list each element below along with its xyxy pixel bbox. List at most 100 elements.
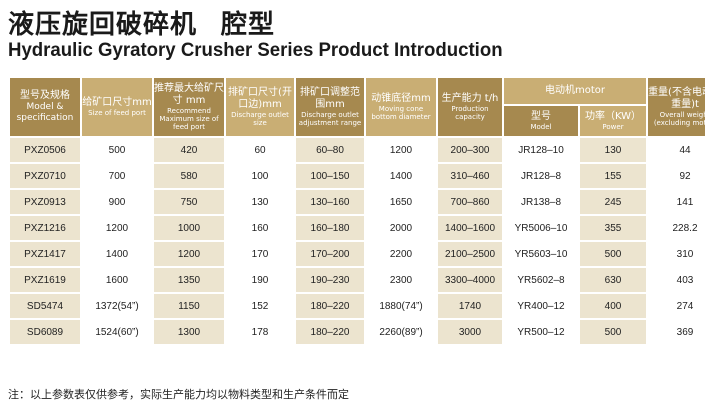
header-motor-power: 功率（KW） Power (580, 106, 647, 136)
cell-discharge-range: 190–230 (296, 268, 364, 292)
table-row: SD6089 1524(60”) 1300 178 180–220 2260(89”) 30… (10, 320, 705, 344)
cell-motor-model: YR5006–10 (504, 216, 578, 240)
cell-max-feed: 1200 (154, 242, 224, 266)
title-cn-main: 液压旋回破碎机 (8, 10, 198, 40)
cell-discharge: 60 (226, 138, 294, 162)
header-weight: 重量(不含电动机重量)t Overall weight (excluding m… (648, 78, 705, 136)
cell-max-feed: 420 (154, 138, 224, 162)
cell-capacity: 3300–4000 (438, 268, 502, 292)
cell-motor-model: JR128–10 (504, 138, 578, 162)
cell-motor-power: 245 (580, 190, 647, 214)
cell-capacity: 1740 (438, 294, 502, 318)
header-motor: 电动机motor (504, 78, 647, 104)
cell-cone-diameter: 2300 (366, 268, 436, 292)
cell-discharge-range: 60–80 (296, 138, 364, 162)
cell-model: PXZ1619 (10, 268, 80, 292)
header-cone-diameter: 动锥底径mm Moving cone bottom diameter (366, 78, 436, 136)
cell-motor-model: YR5602–8 (504, 268, 578, 292)
cell-motor-model: YR500–12 (504, 320, 578, 344)
cell-model: PXZ0506 (10, 138, 80, 162)
cell-discharge-range: 180–220 (296, 320, 364, 344)
cell-max-feed: 1350 (154, 268, 224, 292)
cell-discharge: 100 (226, 164, 294, 188)
cell-motor-power: 130 (580, 138, 647, 162)
cell-motor-model: JR138–8 (504, 190, 578, 214)
cell-discharge-range: 130–160 (296, 190, 364, 214)
table-row: PXZ0506 500 420 60 60–80 1200 200–300 JR128–10 1… (10, 138, 705, 162)
cell-cone-diameter: 1880(74”) (366, 294, 436, 318)
cell-discharge: 190 (226, 268, 294, 292)
cell-cone-diameter: 1650 (366, 190, 436, 214)
cell-discharge-range: 180–220 (296, 294, 364, 318)
cell-capacity: 2100–2500 (438, 242, 502, 266)
cell-discharge: 170 (226, 242, 294, 266)
header-max-feed: 推荐最大给矿尺寸 mm Recommend Maximum size of fe… (154, 78, 224, 136)
cell-feed-port: 1200 (82, 216, 152, 240)
cell-capacity: 200–300 (438, 138, 502, 162)
header-feed-port: 给矿口尺寸mm Size of feed port (82, 78, 152, 136)
cell-weight: 228.2 (648, 216, 705, 240)
cell-weight: 92 (648, 164, 705, 188)
cell-weight: 403 (648, 268, 705, 292)
cell-model: PXZ1216 (10, 216, 80, 240)
header-capacity: 生产能力 t/h Production capacity (438, 78, 502, 136)
cell-model: SD6089 (10, 320, 80, 344)
cell-capacity: 310–460 (438, 164, 502, 188)
cell-weight: 310 (648, 242, 705, 266)
cell-max-feed: 1150 (154, 294, 224, 318)
spec-table: 型号及规格 Model & specification 给矿口尺寸mm Size… (8, 76, 705, 346)
cell-discharge: 130 (226, 190, 294, 214)
cell-model: PXZ1417 (10, 242, 80, 266)
cell-capacity: 1400–1600 (438, 216, 502, 240)
title-cn-sub: 腔型 (221, 10, 276, 40)
cell-motor-power: 155 (580, 164, 647, 188)
cell-cone-diameter: 2260(89”) (366, 320, 436, 344)
page-title-en: Hydraulic Gyratory Crusher Series Produc… (8, 40, 503, 61)
table-row: PXZ1619 1600 1350 190 190–230 2300 3300–4000 YR… (10, 268, 705, 292)
cell-capacity: 700–860 (438, 190, 502, 214)
header-discharge: 排矿口尺寸(开口边)mm Discharge outlet size (226, 78, 294, 136)
cell-model: PXZ0710 (10, 164, 80, 188)
table-row: PXZ1417 1400 1200 170 170–200 2200 2100–2500 YR… (10, 242, 705, 266)
header-discharge-range: 排矿口调整范围mm Discharge outlet adjustment ra… (296, 78, 364, 136)
cell-motor-model: YR400–12 (504, 294, 578, 318)
cell-motor-model: YR5603–10 (504, 242, 578, 266)
cell-discharge-range: 160–180 (296, 216, 364, 240)
cell-weight: 274 (648, 294, 705, 318)
cell-feed-port: 1600 (82, 268, 152, 292)
cell-weight: 44 (648, 138, 705, 162)
cell-discharge-range: 100–150 (296, 164, 364, 188)
cell-model: SD5474 (10, 294, 80, 318)
cell-motor-power: 400 (580, 294, 647, 318)
cell-capacity: 3000 (438, 320, 502, 344)
cell-discharge: 178 (226, 320, 294, 344)
cell-discharge: 160 (226, 216, 294, 240)
header-motor-model: 型号 Model (504, 106, 578, 136)
cell-feed-port: 700 (82, 164, 152, 188)
cell-discharge-range: 170–200 (296, 242, 364, 266)
cell-cone-diameter: 1200 (366, 138, 436, 162)
cell-motor-power: 500 (580, 320, 647, 344)
cell-max-feed: 1000 (154, 216, 224, 240)
cell-max-feed: 1300 (154, 320, 224, 344)
table-row: PXZ1216 1200 1000 160 160–180 2000 1400–1600 YR… (10, 216, 705, 240)
cell-max-feed: 750 (154, 190, 224, 214)
cell-feed-port: 900 (82, 190, 152, 214)
cell-max-feed: 580 (154, 164, 224, 188)
cell-feed-port: 500 (82, 138, 152, 162)
cell-feed-port: 1372(54”) (82, 294, 152, 318)
cell-feed-port: 1400 (82, 242, 152, 266)
cell-cone-diameter: 1400 (366, 164, 436, 188)
cell-cone-diameter: 2200 (366, 242, 436, 266)
cell-feed-port: 1524(60”) (82, 320, 152, 344)
cell-model: PXZ0913 (10, 190, 80, 214)
cell-motor-power: 500 (580, 242, 647, 266)
table-row: PXZ0710 700 580 100 100–150 1400 310–460 JR128–… (10, 164, 705, 188)
table-row: SD5474 1372(54”) 1150 152 180–220 1880(74”) 17… (10, 294, 705, 318)
page-title-cn: 液压旋回破碎机 腔型 (8, 4, 275, 41)
cell-cone-diameter: 2000 (366, 216, 436, 240)
header-model: 型号及规格 Model & specification (10, 78, 80, 136)
cell-discharge: 152 (226, 294, 294, 318)
cell-motor-model: JR128–8 (504, 164, 578, 188)
footnote: 注：以上参数表仅供参考，实际生产能力均以物料类型和生产条件而定 (8, 388, 349, 401)
